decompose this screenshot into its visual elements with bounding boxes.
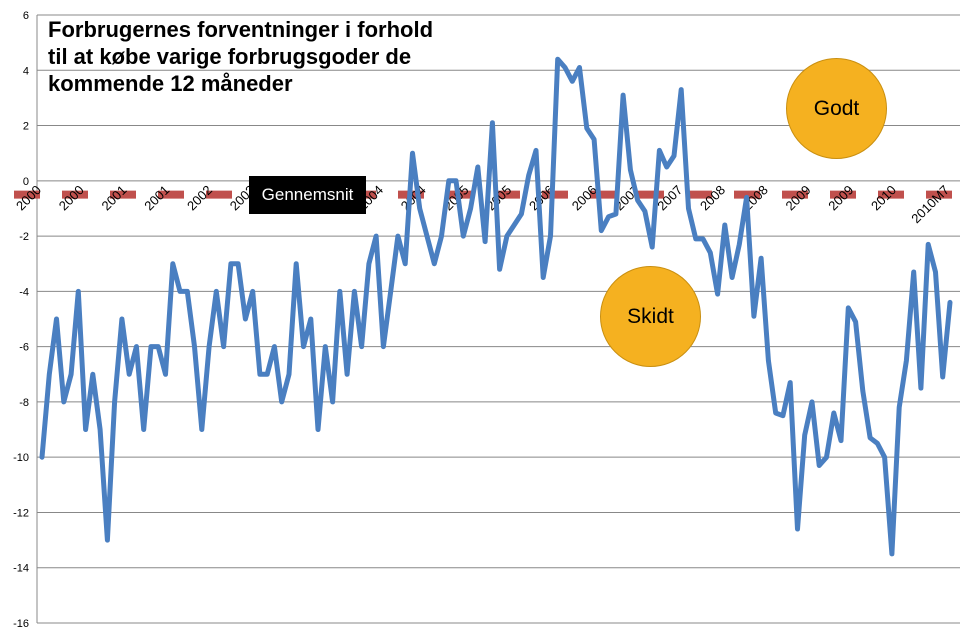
x-tick-label: 2010M7 — [908, 182, 952, 226]
good-annotation-bubble: Godt — [786, 58, 887, 159]
chart-title: Forbrugernes forventninger i forhold til… — [48, 16, 488, 97]
y-tick-label: -14 — [13, 563, 29, 575]
y-tick-label: -6 — [19, 342, 29, 354]
chart-title-line-3: kommende 12 måneder — [48, 71, 293, 96]
y-tick-label: -4 — [19, 286, 29, 298]
y-tick-label: -8 — [19, 397, 29, 409]
series-line-0 — [39, 56, 953, 557]
y-tick-label: 6 — [23, 10, 29, 22]
y-axis-tick-labels: 6 4 2 0 -2 -4 -6 -8 -10 -12 -14 -16 — [13, 10, 29, 630]
y-tick-label: -2 — [19, 231, 29, 243]
x-tick-label: 2004 — [398, 182, 429, 213]
chart-title-line-2: til at købe varige forbrugsgoder de — [48, 44, 412, 69]
x-tick-label: 2009 — [783, 182, 814, 213]
y-tick-label: -16 — [13, 618, 29, 630]
x-tick-label: 2008 — [697, 182, 728, 213]
y-tick-label: 4 — [23, 65, 29, 77]
bad-annotation-bubble: Skidt — [600, 266, 701, 367]
y-tick-label: 0 — [23, 176, 29, 188]
y-tick-label: -12 — [13, 507, 29, 519]
y-tick-label: -10 — [13, 452, 29, 464]
average-label: Gennemsnit — [249, 176, 366, 214]
series-layer — [39, 56, 953, 557]
chart-title-line-1: Forbrugernes forventninger i forhold — [48, 17, 434, 42]
y-tick-label: 2 — [23, 121, 29, 133]
